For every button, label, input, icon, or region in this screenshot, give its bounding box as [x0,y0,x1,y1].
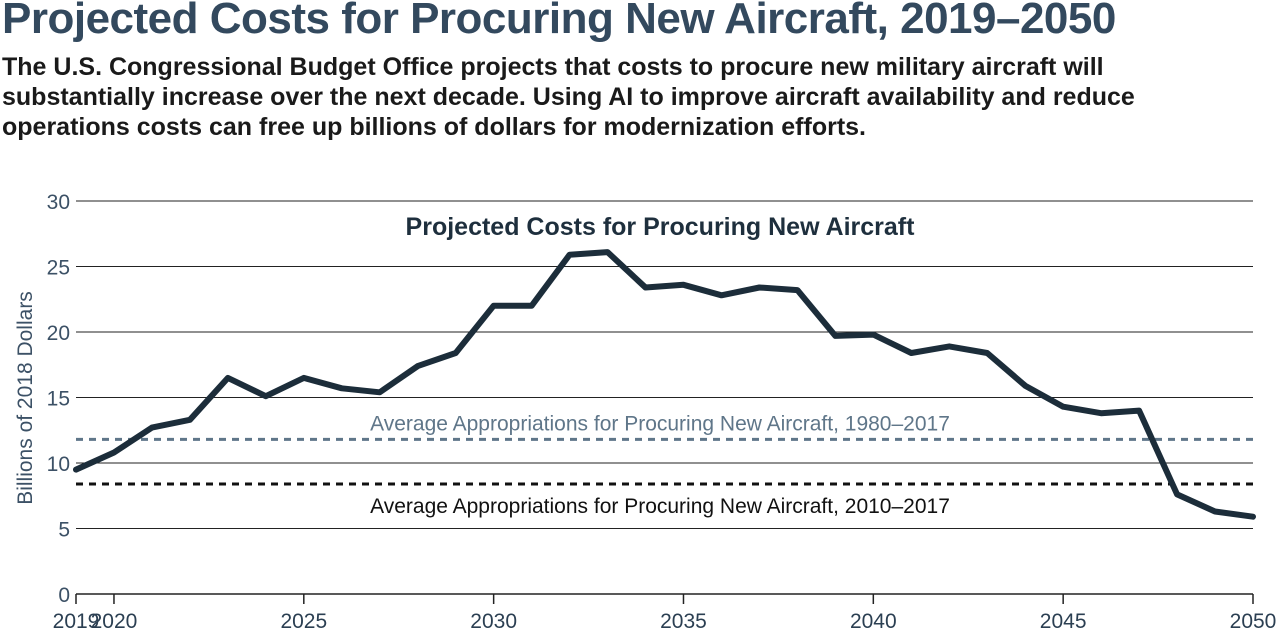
x-tick-label: 2045 [1040,610,1087,632]
chart-title: Projected Costs for Procuring New Aircra… [406,213,916,241]
x-tick-label: 2050 [1230,610,1277,632]
x-tick-label: 2025 [280,610,327,632]
series-layer [73,249,1256,520]
reference-lines: Average Appropriations for Procuring New… [76,412,1253,518]
y-tick-label: 0 [58,584,70,607]
y-axis-ticks: 0 5 10 15 20 25 30 [47,191,70,607]
y-tick-label: 15 [47,388,70,411]
gridlines [76,200,1253,595]
y-axis-label: Billions of 2018 Dollars [14,291,37,505]
reference-line-label: Average Appropriations for Procuring New… [370,495,950,518]
x-tick-label: 2030 [470,610,517,632]
y-tick-label: 25 [47,257,70,280]
x-tick-label: 2020 [91,610,138,632]
page-title: Projected Costs for Procuring New Aircra… [2,0,1116,43]
y-tick-label: 30 [47,191,70,214]
x-tick-label: 2019 [53,610,100,632]
x-tick-label: 2035 [660,610,707,632]
y-tick-label: 20 [47,322,70,345]
y-tick-label: 10 [47,453,70,476]
y-tick-label: 5 [58,519,70,542]
reference-line-label: Average Appropriations for Procuring New… [370,412,950,435]
page-subtitle: The U.S. Congressional Budget Office pro… [2,53,1135,141]
x-tick-label: 2040 [850,610,897,632]
series-line [73,249,1256,520]
